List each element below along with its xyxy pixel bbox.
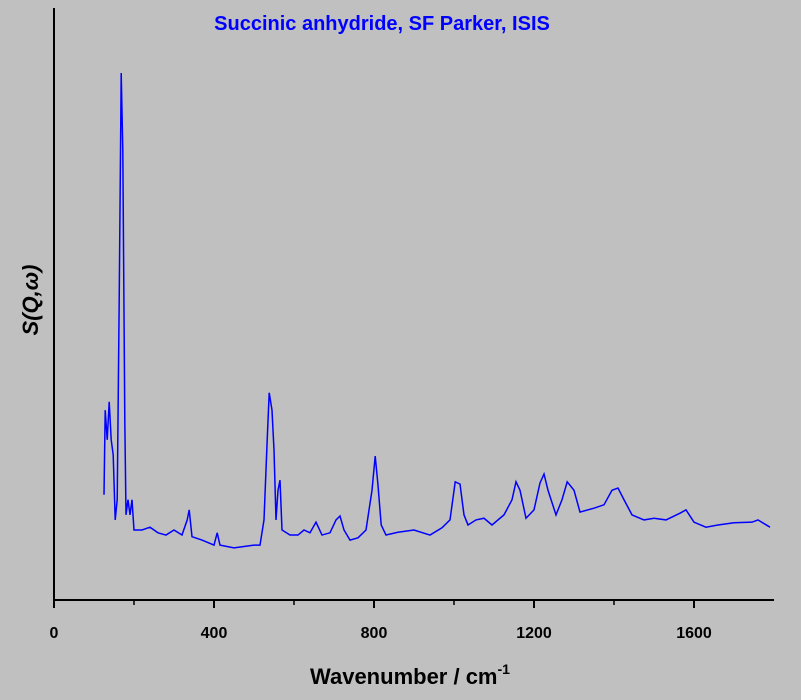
spectrum-line — [103, 73, 771, 549]
chart-title: Succinic anhydride, SF Parker, ISIS — [214, 13, 550, 35]
x-tick-label: 800 — [361, 625, 388, 642]
y-axis-label: S(Q,ω) — [18, 265, 43, 336]
x-tick-label: 1200 — [516, 625, 552, 642]
x-tick-label: 1600 — [676, 625, 712, 642]
x-axis-label-sup: -1 — [498, 661, 511, 677]
x-tick-label: 400 — [201, 625, 228, 642]
x-axis-label-text: Wavenumber / cm — [310, 664, 497, 689]
x-axis-label: Wavenumber / cm-1 — [310, 661, 510, 689]
x-tick-label: 0 — [50, 625, 59, 642]
